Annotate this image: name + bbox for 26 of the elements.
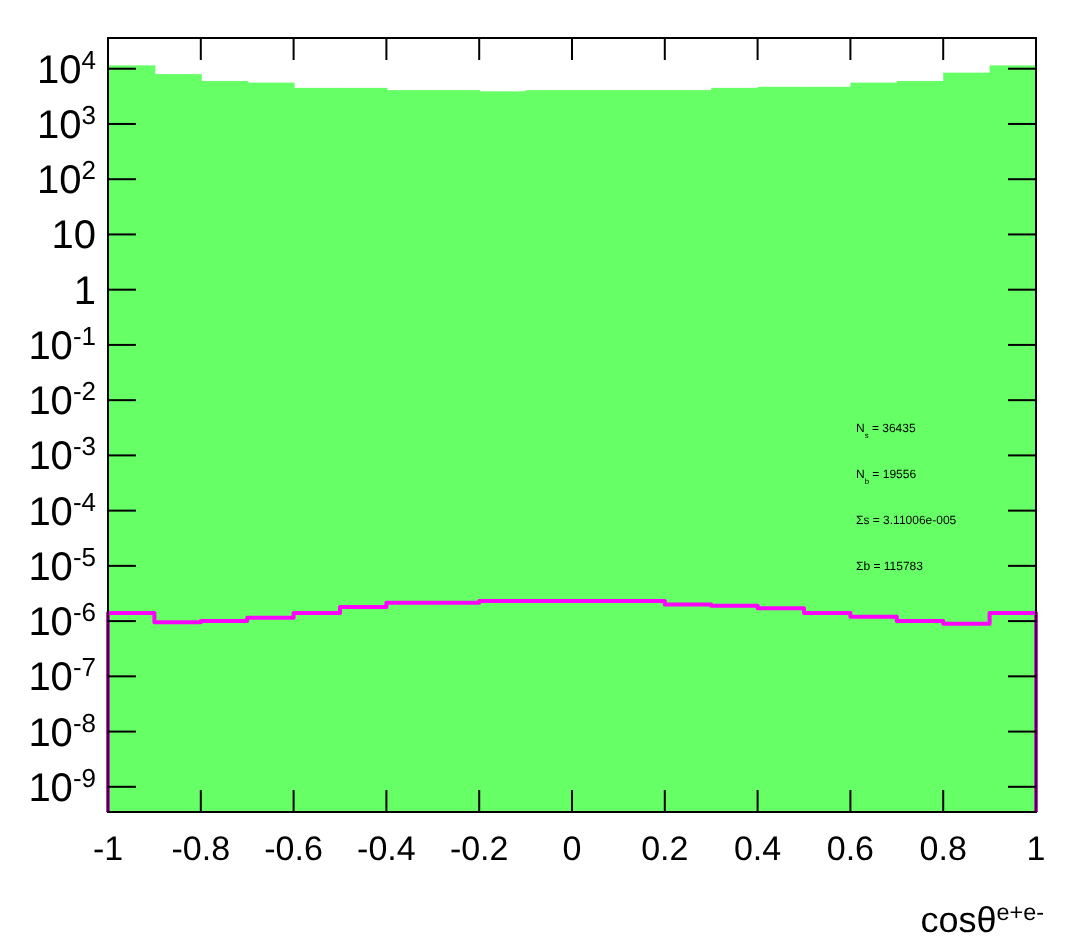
x-tick-label: 0 <box>562 830 582 868</box>
x-tick-label: 0.8 <box>919 830 967 868</box>
y-tick-label: 10$^{-8}$ <box>28 706 96 756</box>
y-tick-label: 10$^{-5}$ <box>28 540 96 590</box>
y-tick-label: 10$^{-1}$ <box>28 319 96 369</box>
y-tick-label: 10$^{2}$ <box>37 154 96 204</box>
x-axis-title: cosθ$^{e+e-}$ <box>920 899 1045 940</box>
y-tick-label: 10$^{-3}$ <box>28 430 96 480</box>
x-tick-label: 0.2 <box>641 830 689 868</box>
x-tick-label: -0.6 <box>264 830 323 868</box>
x-tick-label: -1 <box>92 830 124 868</box>
y-tick-label: 10$^{-4}$ <box>28 485 96 535</box>
x-tick-label: 0.4 <box>733 830 782 868</box>
y-tick-label: 10 <box>51 214 96 259</box>
x-tick-label: -0.8 <box>171 830 231 868</box>
y-tick-label: 10$^{-2}$ <box>28 375 96 425</box>
y-tick-label: 10$^{-7}$ <box>28 651 96 701</box>
x-tick-label: -0.2 <box>449 830 509 868</box>
x-tick-label: -0.4 <box>357 830 416 868</box>
y-tick-label: 10$^{-6}$ <box>28 596 96 646</box>
y-tick-label: 10$^{-9}$ <box>28 761 96 811</box>
x-tick-label: 1 <box>1026 830 1046 868</box>
y-tick-label: 10$^{3}$ <box>37 98 96 148</box>
x-tick-label: 0.6 <box>826 830 875 868</box>
y-tick-label: 10$^{4}$ <box>37 43 96 93</box>
y-tick-label: 1 <box>73 269 96 314</box>
